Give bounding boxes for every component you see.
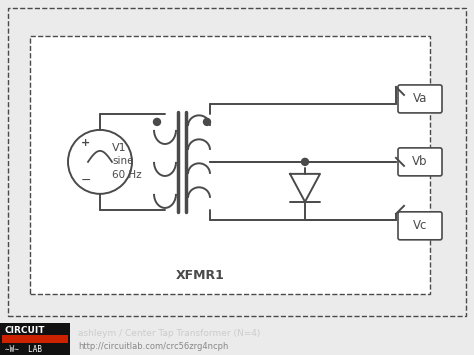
Text: −: −: [81, 174, 91, 187]
Circle shape: [154, 119, 161, 125]
Text: http://circuitlab.com/crc56zrg4ncph: http://circuitlab.com/crc56zrg4ncph: [78, 342, 228, 350]
Text: sine: sine: [112, 156, 134, 166]
Text: V1: V1: [112, 143, 127, 153]
Circle shape: [301, 158, 309, 165]
Text: Va: Va: [413, 92, 427, 105]
Text: CIRCUIT: CIRCUIT: [5, 326, 46, 334]
Circle shape: [203, 119, 210, 125]
Bar: [30, 36, 430, 294]
FancyBboxPatch shape: [398, 85, 442, 113]
Text: Vc: Vc: [413, 219, 427, 232]
FancyBboxPatch shape: [398, 148, 442, 176]
Bar: [0, 323, 70, 355]
Text: 60 Hz: 60 Hz: [112, 170, 142, 180]
Text: XFMR1: XFMR1: [175, 269, 224, 282]
Text: ashleym / Center Tap Transformer (N=4): ashleym / Center Tap Transformer (N=4): [78, 328, 260, 338]
Text: +: +: [82, 138, 91, 148]
Bar: [2, 335, 68, 343]
FancyBboxPatch shape: [398, 212, 442, 240]
Text: ∼W∼  LAB: ∼W∼ LAB: [5, 344, 42, 354]
Text: Vb: Vb: [412, 155, 428, 168]
